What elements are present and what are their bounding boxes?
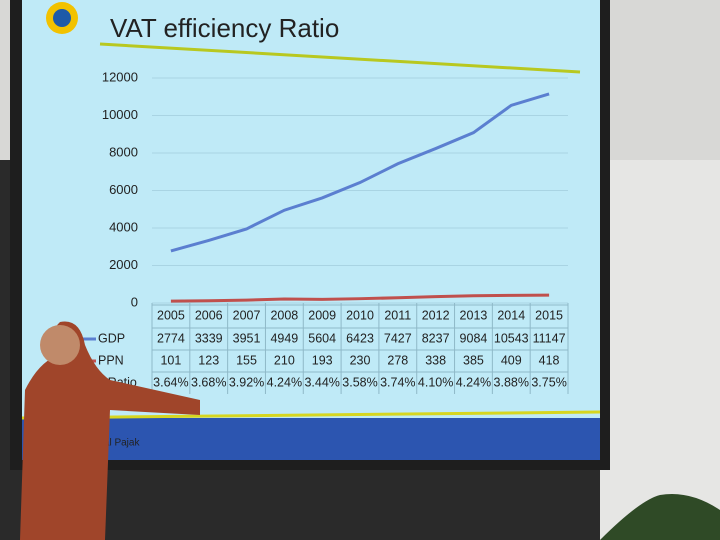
table-cell: 3.92% (229, 375, 264, 389)
x-tick-label: 2005 (157, 308, 185, 322)
table-cell: 4.10% (418, 375, 453, 389)
plant (600, 494, 720, 540)
presenter-head (40, 325, 80, 365)
x-tick-label: 2006 (195, 308, 223, 322)
table-cell: 4949 (270, 331, 298, 345)
table-cell: 409 (501, 353, 522, 367)
table-cell: 2774 (157, 331, 185, 345)
table-cell: 5604 (308, 331, 336, 345)
chart-title: VAT efficiency Ratio (110, 13, 339, 43)
table-cell: 385 (463, 353, 484, 367)
x-tick-label: 2010 (346, 308, 374, 322)
footer-rule (21, 410, 601, 420)
footer: eral Pajak (95, 438, 140, 449)
table-cell: 3951 (233, 331, 261, 345)
table-cell: 193 (312, 353, 333, 367)
x-tick-label: 2012 (422, 308, 450, 322)
table-cell: 155 (236, 353, 257, 367)
y-tick-label: 2000 (109, 257, 138, 272)
table-cell: 338 (425, 353, 446, 367)
title-rule (99, 42, 581, 74)
table-cell: 3.58% (342, 375, 377, 389)
plot: 0 2000 4000 6000 8000 10000 12000 2005 2006 2007 2… (82, 69, 569, 394)
table-cell: 7427 (384, 331, 412, 345)
x-tick-label: 2007 (233, 308, 261, 322)
y-tick-label: 4000 (109, 219, 138, 234)
x-tick-label: 2011 (384, 308, 411, 322)
x-tick-label: 2013 (460, 308, 488, 322)
y-tick-label: 12000 (102, 69, 138, 84)
table-cell: 123 (198, 353, 219, 367)
series-line (170, 293, 550, 303)
row-label: PPN (98, 353, 124, 367)
table-cell: 3.75% (531, 375, 566, 389)
footer-bar (22, 418, 600, 460)
row-label: GDP (98, 331, 125, 345)
x-tick-label: 2014 (497, 308, 525, 322)
table-cell: 3.64% (153, 375, 188, 389)
table-cell: 3.74% (380, 375, 415, 389)
table-cell: 9084 (460, 331, 488, 345)
y-tick-label: 6000 (109, 182, 138, 197)
y-tick-label: 0 (131, 294, 138, 309)
x-tick-label: 2009 (308, 308, 336, 322)
presenter (20, 321, 200, 540)
table-cell: 3339 (195, 331, 223, 345)
series-line (170, 92, 550, 253)
table-cell: 230 (350, 353, 371, 367)
table-cell: 4.24% (456, 375, 491, 389)
logo (53, 9, 71, 27)
table-cell: 3.88% (494, 375, 529, 389)
table-cell: 11147 (533, 331, 566, 345)
table-cell: 3.44% (304, 375, 339, 389)
table-cell: 6423 (346, 331, 374, 345)
table-cell: 8237 (422, 331, 450, 345)
wall (600, 160, 720, 540)
y-tick-label: 10000 (102, 107, 138, 122)
x-tick-label: 2008 (270, 308, 298, 322)
table-cell: 3.68% (191, 375, 226, 389)
y-tick-label: 8000 (109, 144, 138, 159)
table-cell: 4.24% (267, 375, 302, 389)
table-cell: 418 (539, 353, 560, 367)
table-cell: 10543 (494, 331, 529, 345)
x-tick-label: 2015 (535, 308, 563, 322)
table-cell: 210 (274, 353, 295, 367)
table-cell: 278 (387, 353, 408, 367)
table-cell: 101 (160, 353, 181, 367)
